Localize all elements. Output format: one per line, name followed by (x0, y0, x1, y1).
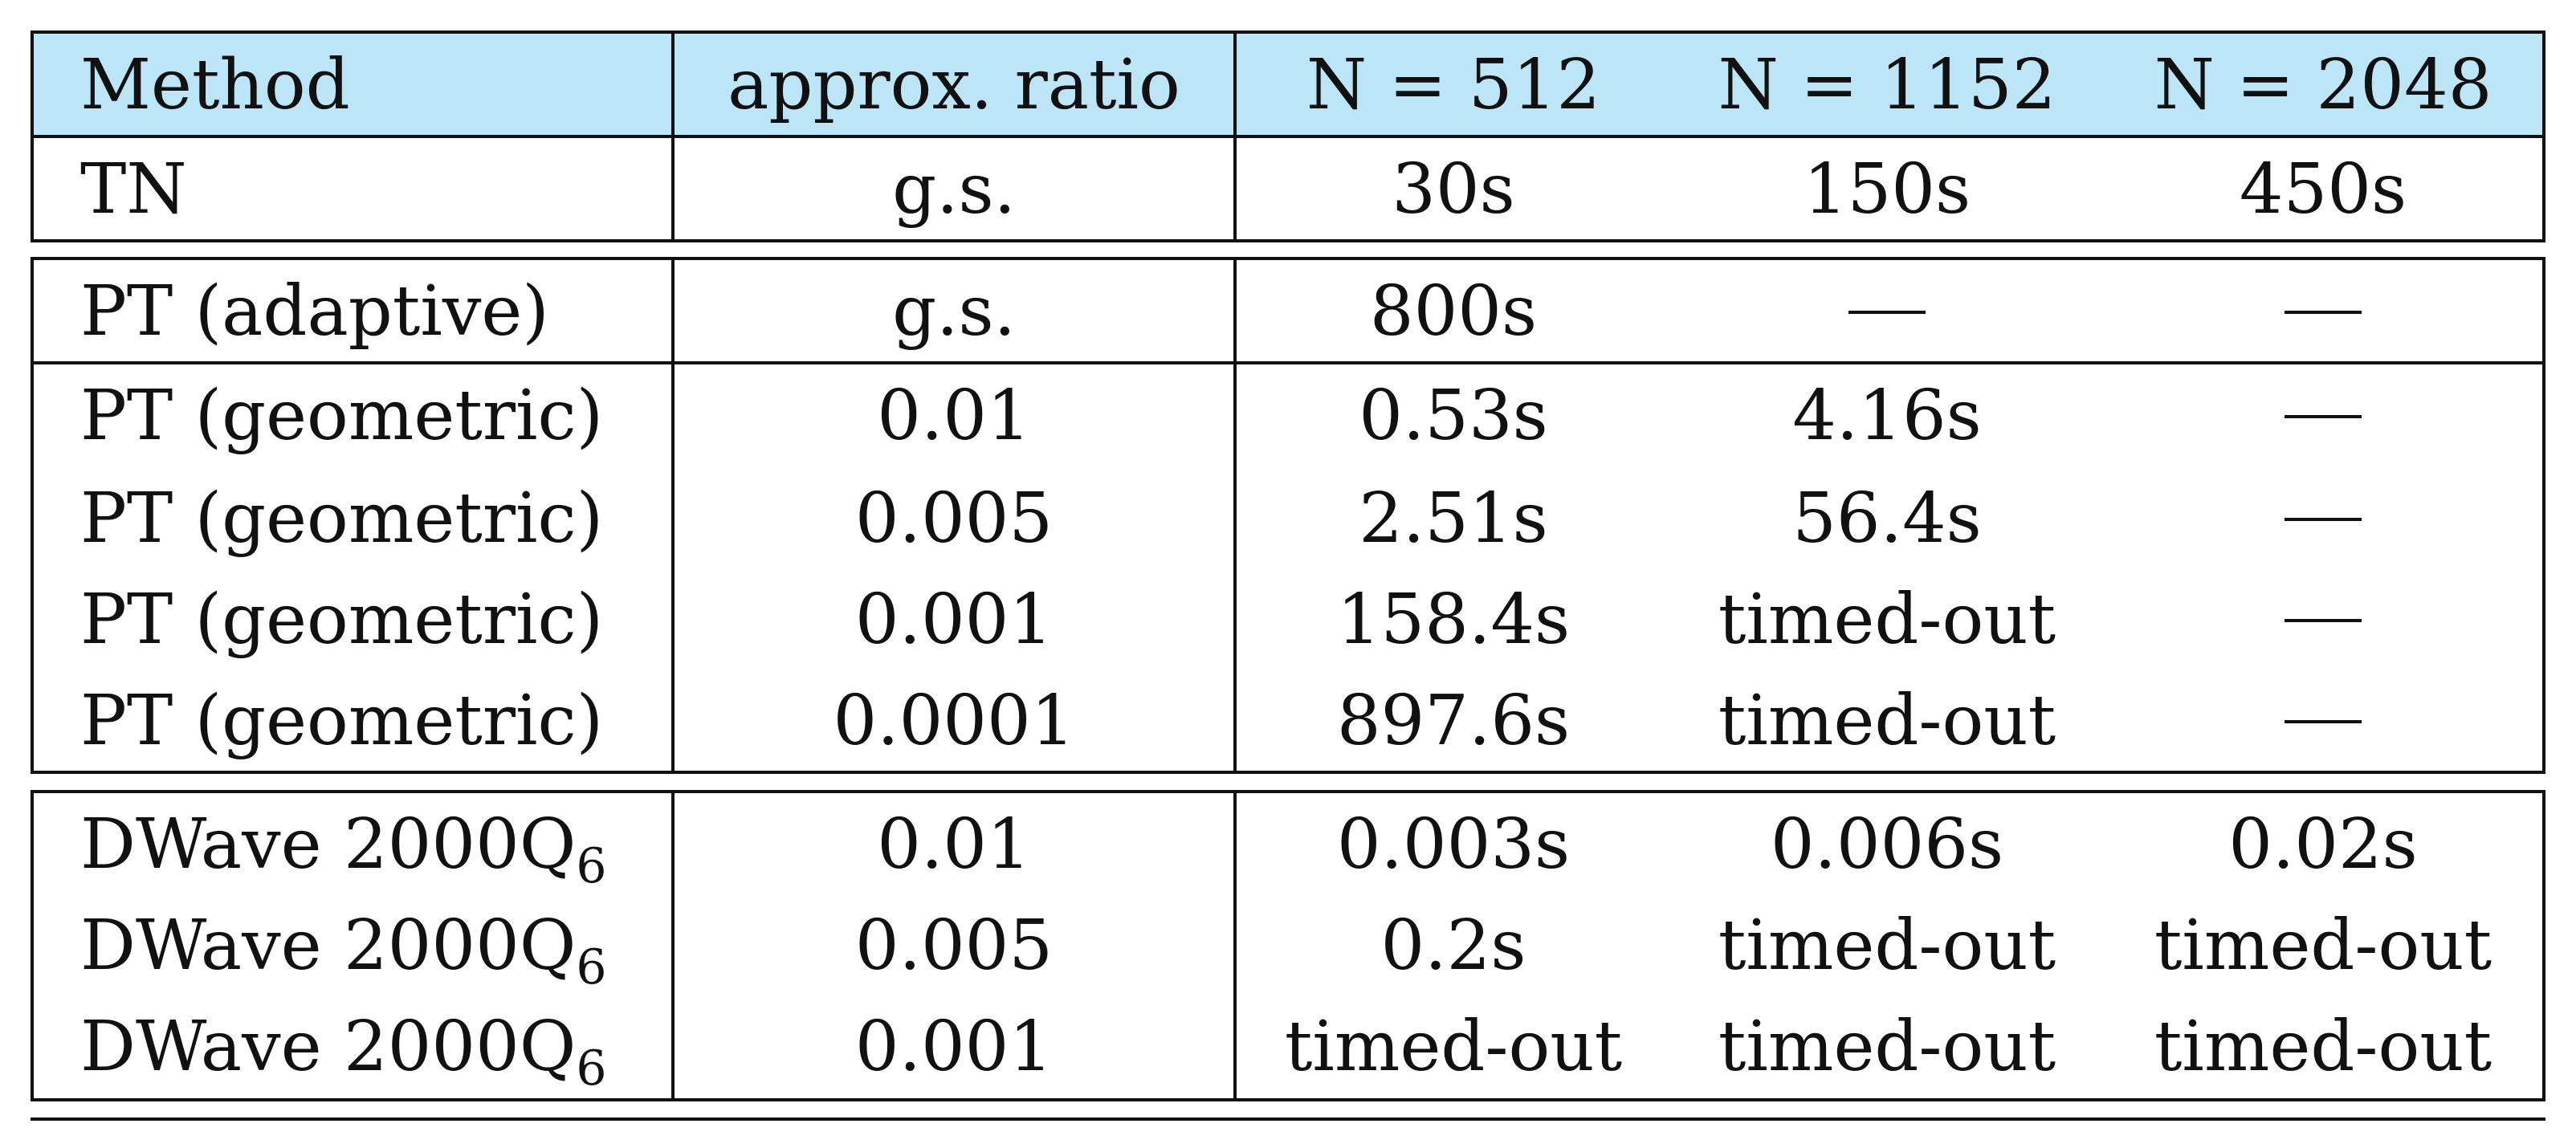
n2048-cell: 450s (2239, 149, 2407, 230)
table-row: PT (geometric) 0.01 0.53s 4.16s (34, 364, 2542, 467)
ratio-cell: 0.01 (877, 376, 1031, 456)
em-dash (1848, 310, 1926, 314)
n512-cell: 0.53s (1359, 376, 1548, 456)
n1152-cell: timed-out (1718, 580, 2056, 660)
table-row: DWave 2000Q6 0.001 timed-out timed-out t… (34, 995, 2542, 1098)
column-divider (1233, 260, 1237, 771)
n512-cell: 30s (1392, 149, 1515, 230)
n2048-cell (2104, 467, 2542, 570)
n2048-cell: timed-out (2154, 1007, 2492, 1087)
header-divider (34, 135, 2542, 138)
method-cell: PT (geometric) (80, 478, 604, 559)
n2048-cell: 0.02s (2228, 804, 2418, 885)
ratio-cell: 0.01 (877, 804, 1031, 885)
n512-cell: 897.6s (1336, 681, 1571, 761)
method-label: DWave 2000Q (80, 906, 577, 986)
n1152-cell: 150s (1803, 149, 1971, 230)
method-cell: PT (adaptive) (80, 271, 549, 352)
method-subscript: 6 (576, 838, 607, 894)
table-row: PT (geometric) 0.005 2.51s 56.4s (34, 467, 2542, 570)
ratio-cell: g.s. (892, 149, 1016, 230)
em-dash (2285, 719, 2362, 723)
method-cell: DWave 2000Q6 (80, 793, 607, 896)
method-cell: DWave 2000Q6 (80, 995, 607, 1098)
em-dash (2285, 618, 2362, 622)
table-row: DWave 2000Q6 0.01 0.003s 0.006s 0.02s (34, 793, 2542, 896)
method-label: DWave 2000Q (80, 1007, 577, 1087)
header-background (34, 34, 2542, 136)
n1152-cell: timed-out (1718, 1007, 2056, 1087)
table-row: PT (geometric) 0.0001 897.6s timed-out (34, 670, 2542, 772)
n512-cell: 0.003s (1336, 804, 1571, 885)
n2048-cell (2104, 670, 2542, 772)
table-header-row: Method approx. ratio N = 512 N = 1152 N … (34, 34, 2542, 136)
method-label: DWave 2000Q (80, 804, 577, 885)
n512-cell: timed-out (1284, 1007, 1623, 1087)
method-subscript: 6 (576, 1040, 607, 1097)
n1152-cell: 0.006s (1770, 804, 2004, 885)
row-divider (34, 361, 2542, 364)
n512-cell: 2.51s (1359, 478, 1548, 559)
table-block-pt: PT (adaptive) g.s. 800s PT (geometric) 0… (31, 257, 2545, 774)
header-method: Method (80, 45, 350, 125)
ratio-cell: 0.0001 (833, 681, 1075, 761)
em-dash (2285, 310, 2362, 314)
header-n1152: N = 1152 (1718, 45, 2056, 125)
column-divider (671, 260, 675, 771)
table-row: PT (geometric) 0.001 158.4s timed-out (34, 568, 2542, 671)
n2048-cell (2104, 568, 2542, 671)
n1152-cell: 56.4s (1792, 478, 1982, 559)
header-n2048: N = 2048 (2154, 45, 2492, 125)
n512-cell: 158.4s (1336, 580, 1571, 660)
n1152-cell: timed-out (1718, 906, 2056, 986)
ratio-cell: 0.005 (854, 478, 1054, 559)
n512-cell: 800s (1369, 271, 1538, 352)
table-block-dwave: DWave 2000Q6 0.01 0.003s 0.006s 0.02s DW… (31, 790, 2545, 1101)
n1152-cell (1670, 260, 2104, 363)
column-divider (1233, 34, 1237, 239)
ratio-cell: 0.001 (854, 1007, 1054, 1087)
table-row: TN g.s. 30s 150s 450s (34, 138, 2542, 241)
table-row: DWave 2000Q6 0.005 0.2s timed-out timed-… (34, 894, 2542, 997)
column-divider (671, 34, 675, 239)
ratio-cell: 0.005 (854, 906, 1054, 986)
method-subscript: 6 (576, 939, 607, 995)
n1152-cell: 4.16s (1792, 376, 1982, 456)
table-row: PT (adaptive) g.s. 800s (34, 260, 2542, 363)
n1152-cell: timed-out (1718, 681, 2056, 761)
em-dash (2285, 414, 2362, 418)
ratio-cell: g.s. (892, 271, 1016, 352)
method-cell: PT (geometric) (80, 681, 604, 761)
header-approx-ratio: approx. ratio (728, 45, 1180, 125)
method-cell: PT (geometric) (80, 376, 604, 456)
method-cell: TN (80, 149, 187, 230)
column-divider (1233, 793, 1237, 1098)
method-cell: PT (geometric) (80, 580, 604, 660)
header-n512: N = 512 (1306, 45, 1601, 125)
n2048-cell (2104, 364, 2542, 467)
n2048-cell (2104, 260, 2542, 363)
n512-cell: 0.2s (1380, 906, 1526, 986)
table-block-header-tn: Method approx. ratio N = 512 N = 1152 N … (31, 31, 2545, 242)
n2048-cell: timed-out (2154, 906, 2492, 986)
column-divider (671, 793, 675, 1098)
method-cell: DWave 2000Q6 (80, 894, 607, 997)
ratio-cell: 0.001 (854, 580, 1054, 660)
em-dash (2285, 517, 2362, 521)
bottom-rule (31, 1117, 2545, 1121)
